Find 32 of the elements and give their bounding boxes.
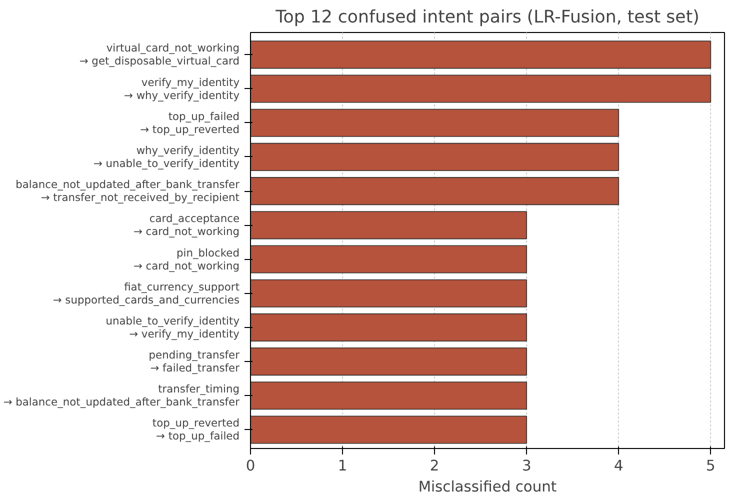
bar bbox=[250, 245, 528, 274]
bar bbox=[250, 177, 620, 206]
y-tick-label: transfer_timing → balance_not_updated_after_bank_transfer bbox=[3, 382, 240, 409]
bar bbox=[250, 108, 620, 137]
y-tick-label: fiat_currency_support → supported_cards_and_currencies bbox=[52, 280, 240, 306]
y-tick-label: top_up_reverted → top_up_failed bbox=[152, 416, 240, 443]
x-tick-label: 0 bbox=[246, 458, 256, 474]
bar bbox=[250, 279, 528, 308]
bar bbox=[250, 211, 528, 240]
x-tick-label: 1 bbox=[338, 458, 348, 474]
y-tick-label: pin_blocked → card_not_working bbox=[133, 246, 240, 272]
x-tick-label: 4 bbox=[614, 458, 624, 474]
y-tick-label: why_verify_identity → unable_to_verify_identity bbox=[93, 144, 240, 170]
x-tick-label: 2 bbox=[430, 458, 440, 474]
bar bbox=[250, 142, 620, 171]
x-axis-title: Misclassified count bbox=[418, 478, 557, 496]
bar bbox=[250, 40, 712, 69]
bar bbox=[250, 382, 528, 410]
y-tick-label: top_up_failed → top_up_reverted bbox=[140, 110, 240, 136]
y-tick-label: virtual_card_not_working → get_disposable_virtual_card bbox=[79, 42, 240, 68]
y-tick-label: pending_transfer → failed_transfer bbox=[148, 348, 240, 375]
bar bbox=[250, 313, 528, 342]
y-tick-label: unable_to_verify_identity → verify_my_identity bbox=[106, 314, 240, 340]
y-tick-label: verify_my_identity → why_verify_identity bbox=[124, 76, 240, 102]
x-tick-label: 5 bbox=[706, 458, 716, 474]
y-tick-label: balance_not_updated_after_bank_transfer → transfer_not_received_by_recipient bbox=[16, 178, 240, 204]
bar bbox=[250, 348, 528, 376]
bar bbox=[250, 74, 712, 103]
y-tick-label: card_acceptance → card_not_working bbox=[133, 212, 240, 238]
bar bbox=[250, 416, 528, 444]
chart-title: Top 12 confused intent pairs (LR-Fusion, test set) bbox=[274, 8, 700, 28]
x-tick-label: 3 bbox=[522, 458, 532, 474]
